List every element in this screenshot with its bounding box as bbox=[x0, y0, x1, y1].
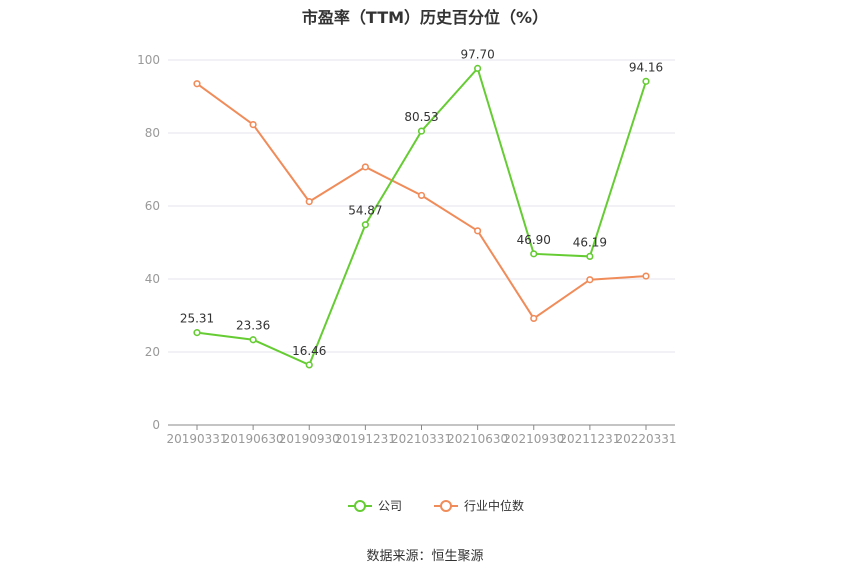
data-point bbox=[586, 276, 594, 284]
data-point bbox=[530, 250, 538, 258]
y-tick-label: 0 bbox=[152, 418, 160, 432]
data-point bbox=[474, 227, 482, 235]
x-tick-label: 20220331 bbox=[615, 432, 676, 446]
legend-label: 行业中位数 bbox=[464, 498, 524, 513]
data-label: 80.53 bbox=[404, 110, 438, 124]
data-point bbox=[530, 314, 538, 323]
legend-item-1: 行业中位数 bbox=[434, 498, 524, 513]
data-point bbox=[642, 272, 650, 280]
data-point bbox=[417, 191, 426, 200]
data-point bbox=[417, 127, 426, 135]
legend-item-0: 公司 bbox=[348, 499, 402, 513]
data-label: 97.70 bbox=[460, 47, 494, 61]
data-point bbox=[249, 121, 257, 129]
data-point bbox=[193, 329, 201, 337]
x-tick-label: 20190930 bbox=[279, 432, 340, 446]
data-label: 94.16 bbox=[629, 60, 663, 74]
data-label: 25.31 bbox=[180, 312, 214, 326]
data-point bbox=[361, 221, 369, 229]
y-tick-label: 80 bbox=[145, 126, 160, 140]
x-tick-label: 20210331 bbox=[391, 432, 452, 446]
x-tick-label: 20190630 bbox=[223, 432, 284, 446]
legend-marker bbox=[440, 500, 452, 512]
chart-title: 市盈率（TTM）历史百分位（%） bbox=[301, 8, 549, 27]
x-tick-label: 20191231 bbox=[335, 432, 396, 446]
x-tick-label: 20190331 bbox=[166, 432, 227, 446]
data-label: 46.90 bbox=[517, 233, 551, 247]
data-point bbox=[193, 80, 201, 88]
data-label: 46.19 bbox=[573, 235, 607, 249]
data-point bbox=[249, 336, 257, 344]
data-source-note: 数据来源：恒生聚源 bbox=[366, 549, 484, 564]
data-point bbox=[361, 163, 369, 171]
y-tick-label: 100 bbox=[137, 53, 160, 67]
data-label: 23.36 bbox=[236, 319, 270, 333]
data-point bbox=[586, 252, 594, 261]
data-point bbox=[642, 77, 650, 85]
data-point bbox=[305, 361, 313, 369]
y-tick-label: 60 bbox=[145, 199, 160, 213]
y-tick-label: 40 bbox=[145, 272, 160, 286]
data-point bbox=[305, 198, 313, 206]
y-tick-label: 20 bbox=[145, 345, 160, 359]
legend-marker bbox=[354, 500, 366, 512]
x-tick-label: 20211231 bbox=[559, 432, 620, 446]
data-label: 54.87 bbox=[348, 204, 382, 218]
legend-label: 公司 bbox=[378, 499, 402, 513]
data-label: 16.46 bbox=[292, 344, 326, 358]
x-tick-label: 20210930 bbox=[503, 432, 564, 446]
data-point bbox=[474, 64, 482, 72]
x-tick-label: 20210630 bbox=[447, 432, 508, 446]
